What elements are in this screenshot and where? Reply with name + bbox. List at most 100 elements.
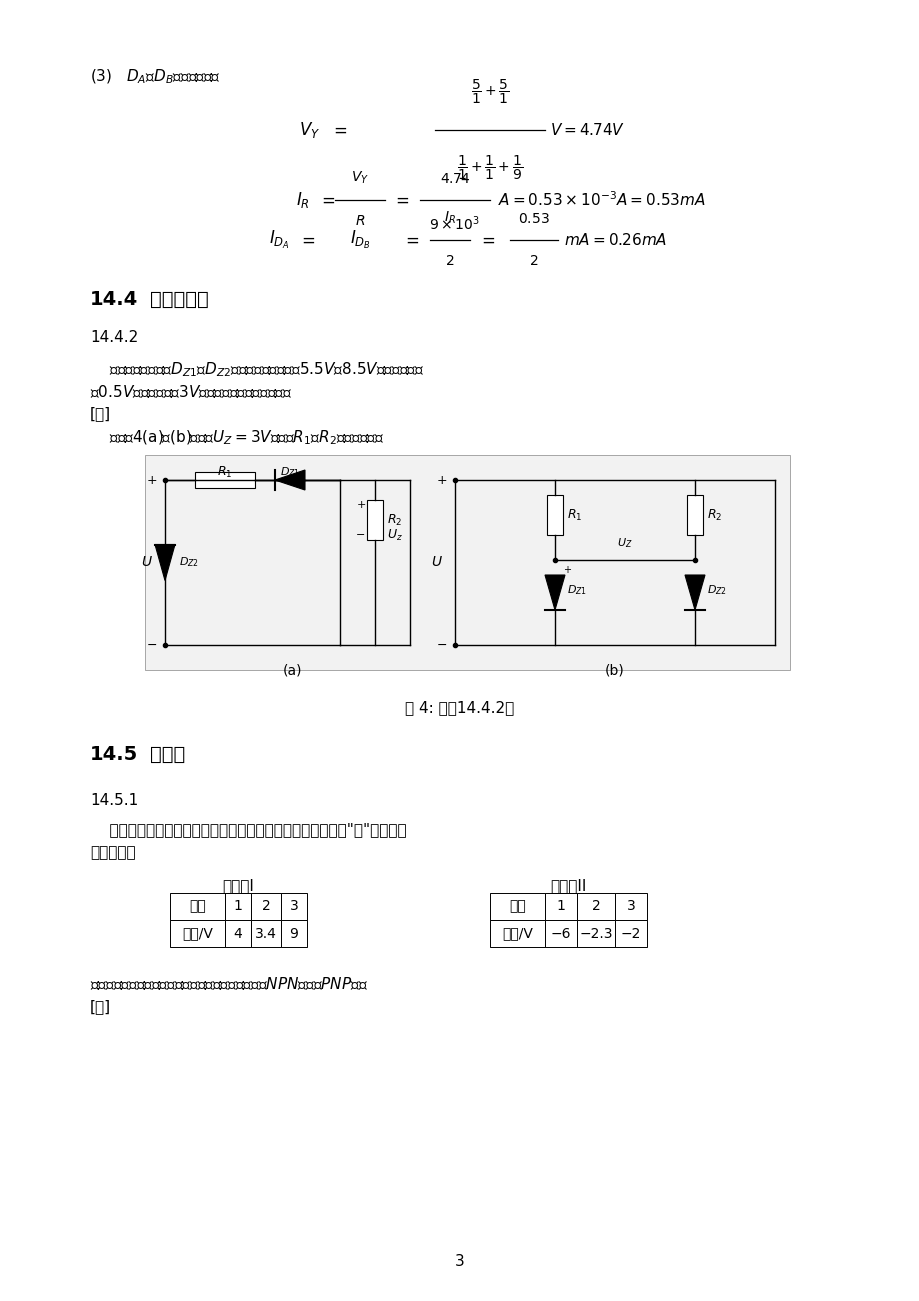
- Text: +: +: [562, 565, 571, 575]
- Text: [解]: [解]: [90, 406, 111, 422]
- Text: 3: 3: [455, 1254, 464, 1270]
- Text: $I_{D_A}$: $I_{D_A}$: [269, 229, 289, 251]
- Bar: [170, 892, 225, 920]
- Text: 14.4: 14.4: [90, 290, 138, 310]
- Text: 下表所列：: 下表所列：: [90, 846, 135, 860]
- Text: (3)   $D_A$和$D_B$两管都能导通: (3) $D_A$和$D_B$两管都能导通: [90, 68, 221, 86]
- Text: 14.5.1: 14.5.1: [90, 794, 138, 808]
- Polygon shape: [154, 545, 175, 580]
- Text: 试判别管子的三个电极，并说明是硅管还是锗管？是$NPN$型还是$PNP$型？: 试判别管子的三个电极，并说明是硅管还是锗管？是$NPN$型还是$PNP$型？: [90, 974, 368, 991]
- Text: 有两个稳压二极管$D_{Z1}$和$D_{Z2}$，其稳定电压分别为5.5$V$和8.5$V$，正向压降都: 有两个稳压二极管$D_{Z1}$和$D_{Z2}$，其稳定电压分别为5.5$V$…: [90, 360, 424, 379]
- Text: 14.4.2: 14.4.2: [90, 330, 138, 345]
- Bar: [547, 494, 562, 535]
- Bar: [225, 920, 251, 947]
- Text: 应按图4(a)或(b)连接，$U_Z = 3V$。图中$R_1$、$R_2$是限流电阻。: 应按图4(a)或(b)连接，$U_Z = 3V$。图中$R_1$、$R_2$是限…: [90, 429, 384, 448]
- Polygon shape: [275, 470, 305, 490]
- Text: $U_Z$: $U_Z$: [617, 536, 632, 550]
- Bar: [490, 920, 544, 947]
- Text: $I_{D_B}$: $I_{D_B}$: [349, 229, 370, 251]
- Text: $I_R$: $I_R$: [444, 209, 456, 226]
- Text: $R_1$: $R_1$: [566, 507, 582, 523]
- Text: (a): (a): [282, 664, 302, 677]
- Text: 电位/V: 电位/V: [182, 926, 212, 941]
- Text: $D_{Z1}$: $D_{Z1}$: [279, 464, 300, 479]
- Text: 3.4: 3.4: [255, 926, 277, 941]
- Text: 2: 2: [591, 899, 600, 913]
- Bar: [614, 920, 646, 947]
- Text: 有两个晶体管分别接在电路中，今测得它们管脚的电位（对"地"）分别如: 有两个晶体管分别接在电路中，今测得它们管脚的电位（对"地"）分别如: [90, 822, 406, 837]
- Text: $U$: $U$: [431, 556, 442, 570]
- Text: 管脚: 管脚: [508, 899, 526, 913]
- Bar: [614, 892, 646, 920]
- Text: 3: 3: [626, 899, 635, 913]
- Text: $U_z$: $U_z$: [387, 527, 403, 543]
- Text: $4.74$: $4.74$: [439, 172, 470, 186]
- Text: $mA=0.26mA$: $mA=0.26mA$: [563, 232, 666, 248]
- Text: $=$: $=$: [402, 232, 419, 248]
- Text: $0.53$: $0.53$: [517, 212, 550, 226]
- Bar: [686, 494, 702, 535]
- Text: −: −: [436, 639, 447, 652]
- Text: +: +: [356, 500, 365, 510]
- Text: +: +: [436, 474, 447, 487]
- Text: 9: 9: [289, 926, 298, 941]
- Text: 图 4: 习题14.4.2图: 图 4: 习题14.4.2图: [405, 700, 514, 716]
- Bar: [490, 892, 544, 920]
- Text: $=$: $=$: [318, 191, 335, 208]
- Text: 电位/V: 电位/V: [502, 926, 532, 941]
- Text: 晶体管I: 晶体管I: [222, 878, 255, 892]
- Text: −2: −2: [620, 926, 641, 941]
- Text: $2$: $2$: [528, 254, 539, 268]
- Text: $D_{Z1}$: $D_{Z1}$: [566, 583, 586, 597]
- Text: $D_{Z2}$: $D_{Z2}$: [179, 556, 199, 570]
- Text: 晶体管II: 晶体管II: [550, 878, 586, 892]
- Text: (b): (b): [605, 664, 624, 677]
- Text: 2: 2: [261, 899, 270, 913]
- Bar: [251, 920, 280, 947]
- Text: 晶体管: 晶体管: [150, 745, 185, 764]
- Text: $U$: $U$: [141, 556, 153, 570]
- Bar: [195, 472, 255, 488]
- Bar: [544, 892, 576, 920]
- Text: $D_{Z2}$: $D_{Z2}$: [706, 583, 726, 597]
- Bar: [280, 892, 307, 920]
- Text: 14.5: 14.5: [90, 745, 138, 764]
- Text: $9\times10^3$: $9\times10^3$: [429, 213, 480, 233]
- Polygon shape: [544, 575, 564, 610]
- Text: $V=4.74V$: $V=4.74V$: [550, 122, 625, 138]
- Text: −2.3: −2.3: [579, 926, 612, 941]
- Text: $2$: $2$: [445, 254, 454, 268]
- Text: $R_2$: $R_2$: [387, 513, 402, 527]
- Text: $=$: $=$: [298, 232, 315, 248]
- Text: −: −: [146, 639, 157, 652]
- Text: 管脚: 管脚: [189, 899, 206, 913]
- Bar: [280, 920, 307, 947]
- Bar: [576, 892, 614, 920]
- Bar: [251, 892, 280, 920]
- Text: 是0.5$V$。如果要得到3$V$的稳定电压，应如何连接？: 是0.5$V$。如果要得到3$V$的稳定电压，应如何连接？: [90, 382, 292, 399]
- Text: $R$: $R$: [355, 213, 365, 228]
- Text: $R_2$: $R_2$: [706, 507, 721, 523]
- Text: $=$: $=$: [391, 191, 409, 208]
- Bar: [544, 920, 576, 947]
- Text: $A=0.53\times10^{-3}A=0.53mA$: $A=0.53\times10^{-3}A=0.53mA$: [497, 191, 705, 209]
- Text: +: +: [146, 474, 157, 487]
- Text: 3: 3: [289, 899, 298, 913]
- Text: $R_1$: $R_1$: [217, 464, 233, 480]
- Polygon shape: [685, 575, 704, 610]
- Bar: [576, 920, 614, 947]
- Text: −: −: [356, 530, 365, 540]
- Text: 4: 4: [233, 926, 242, 941]
- Bar: [170, 920, 225, 947]
- Text: 1: 1: [233, 899, 243, 913]
- Text: −6: −6: [550, 926, 571, 941]
- Text: $V_Y$: $V_Y$: [350, 169, 369, 186]
- Text: $I_R$: $I_R$: [296, 190, 310, 209]
- Text: [解]: [解]: [90, 999, 111, 1013]
- Text: $\dfrac{1}{1}+\dfrac{1}{1}+\dfrac{1}{9}$: $\dfrac{1}{1}+\dfrac{1}{1}+\dfrac{1}{9}$: [457, 154, 522, 182]
- Text: 1: 1: [556, 899, 565, 913]
- Text: $=$: $=$: [330, 121, 347, 138]
- Text: $\dfrac{5}{1}+\dfrac{5}{1}$: $\dfrac{5}{1}+\dfrac{5}{1}$: [471, 78, 508, 105]
- Bar: [225, 892, 251, 920]
- Text: $V_Y$: $V_Y$: [299, 120, 320, 141]
